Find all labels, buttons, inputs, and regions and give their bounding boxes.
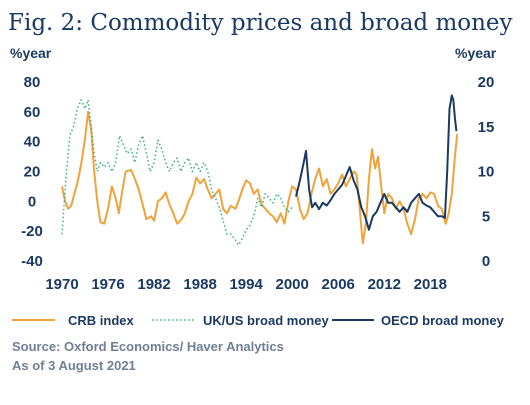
series-layer xyxy=(61,94,459,246)
x-tick-label: 1988 xyxy=(183,276,216,293)
left-tick-label: 20 xyxy=(24,164,41,181)
left-tick-label: 60 xyxy=(24,104,41,121)
left-tick-label: -40 xyxy=(21,253,43,270)
source-note: Source: Oxford Economics/ Haver Analytic… xyxy=(12,339,284,354)
right-tick-label: 10 xyxy=(478,164,495,181)
legend-label-crb: CRB index xyxy=(68,313,135,328)
x-tick-label: 1982 xyxy=(137,276,170,293)
x-tick-label: 2006 xyxy=(322,276,355,293)
right-axis-ticks: 20 15 10 5 0 xyxy=(478,74,495,270)
right-tick-label: 0 xyxy=(482,253,490,270)
x-tick-label: 1994 xyxy=(229,276,263,293)
right-tick-label: 5 xyxy=(482,208,490,225)
right-tick-label: 20 xyxy=(478,74,495,91)
left-tick-label: 0 xyxy=(28,193,36,210)
left-tick-label: -20 xyxy=(21,223,43,240)
legend-label-ukus: UK/US broad money xyxy=(203,313,329,328)
right-tick-label: 15 xyxy=(478,119,495,136)
x-tick-label: 1970 xyxy=(45,276,78,293)
legend: CRB index UK/US broad money OECD broad m… xyxy=(12,313,505,328)
x-tick-label: 2012 xyxy=(368,276,401,293)
series-line-crb-index xyxy=(61,110,459,245)
series-line-oecd-broad-money xyxy=(295,94,458,231)
x-tick-label: 2018 xyxy=(414,276,447,293)
x-axis-ticks: 1970 1976 1982 1988 1994 2000 2006 2012 2018 xyxy=(45,276,447,293)
legend-label-oecd: OECD broad money xyxy=(381,313,505,328)
left-axis-unit: %year xyxy=(10,45,52,61)
left-tick-label: 40 xyxy=(24,134,41,151)
left-tick-label: 80 xyxy=(24,74,41,91)
left-axis-ticks: 80 60 40 20 0 -20 -40 xyxy=(21,74,43,270)
as-of-note: As of 3 August 2021 xyxy=(12,358,136,373)
x-tick-label: 1976 xyxy=(91,276,124,293)
chart-title: Fig. 2: Commodity prices and broad money xyxy=(8,10,513,36)
right-axis-unit: %year xyxy=(455,45,497,61)
x-tick-label: 2000 xyxy=(276,276,309,293)
series-line-ukus-broad-money xyxy=(61,99,293,246)
